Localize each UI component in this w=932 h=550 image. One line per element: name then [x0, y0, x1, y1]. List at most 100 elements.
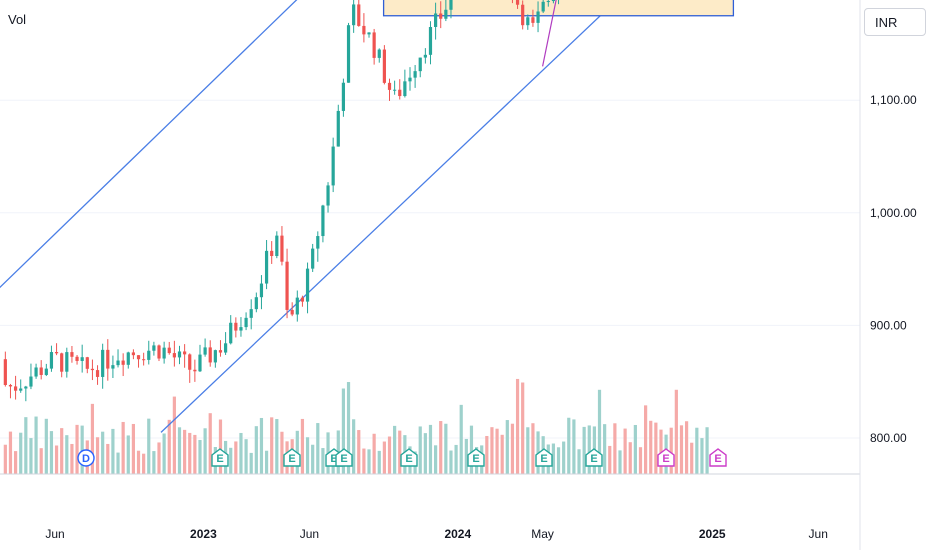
volume-bar	[142, 453, 146, 474]
volume-bar	[60, 428, 64, 474]
volume-bar	[500, 434, 504, 474]
candle-body	[428, 26, 433, 55]
candle-body	[305, 268, 310, 302]
volume-bar	[24, 417, 28, 474]
volume-bar	[352, 419, 356, 474]
volume-bar	[567, 417, 571, 474]
volume-bar	[177, 427, 182, 474]
volume-bar	[188, 432, 192, 474]
currency-selector[interactable]: INR	[864, 8, 926, 36]
candle-body	[147, 350, 151, 360]
volume-bar	[490, 427, 494, 474]
candle-body	[3, 359, 7, 385]
candle-body	[346, 25, 351, 83]
candle-body	[444, 9, 448, 19]
candle-body	[136, 355, 141, 360]
candle-body	[408, 77, 412, 82]
volume-bar	[264, 450, 269, 474]
volume-bar	[428, 424, 433, 474]
volume-bar	[521, 382, 525, 474]
volume-bar	[341, 388, 346, 474]
candle-body	[218, 350, 223, 353]
volume-bar	[469, 425, 474, 474]
candle-body	[290, 309, 294, 315]
volume-bar	[357, 430, 361, 474]
volume-bar	[444, 423, 448, 474]
volume-bar	[203, 428, 207, 474]
volume-bar	[75, 424, 79, 474]
y-tick-label: 900.00	[870, 318, 907, 332]
volume-bar	[39, 448, 43, 474]
candle-body	[439, 13, 443, 19]
volume-bar	[311, 444, 315, 474]
candle-body	[434, 13, 438, 27]
volume-bar	[531, 423, 535, 474]
volume-bar	[280, 431, 284, 474]
candle-body	[377, 49, 381, 58]
chart-grid	[0, 99, 860, 439]
candle-body	[280, 235, 284, 262]
volume-bar	[510, 423, 515, 474]
candle-body	[80, 357, 84, 361]
x-tick-label: 2023	[190, 527, 217, 541]
candle-body	[449, 0, 453, 10]
volume-bar	[275, 419, 279, 474]
volume-bar	[398, 430, 402, 474]
dividend-marker-icon	[77, 449, 95, 467]
candle-body	[85, 357, 89, 369]
candle-body	[126, 352, 130, 365]
candle-body	[531, 17, 535, 23]
candle-body	[111, 365, 115, 369]
volume-bar	[172, 396, 176, 474]
volume-bar	[147, 418, 151, 474]
marker-label: E	[590, 453, 597, 465]
volume-bar	[434, 445, 438, 474]
volume-bar	[423, 433, 427, 474]
channel-upper-line	[0, 0, 298, 289]
volume-label: Vol	[8, 12, 27, 27]
candle-body	[413, 71, 417, 78]
volume-bars	[3, 378, 709, 474]
y-tick-label: 1,000.00	[870, 206, 917, 220]
volume-bar	[587, 425, 591, 474]
candle-body	[13, 386, 18, 391]
volume-bar	[418, 426, 422, 474]
candle-body	[254, 297, 258, 310]
volume-bar	[90, 403, 95, 474]
x-tick-label: May	[531, 527, 554, 541]
volume-bar	[13, 451, 18, 474]
candle-body	[116, 360, 120, 366]
candle-body	[393, 89, 397, 91]
volume-bar	[582, 426, 586, 474]
candle-body	[183, 351, 187, 355]
candlesticks	[3, 0, 560, 402]
candle-body	[24, 386, 28, 389]
candle-body	[34, 367, 38, 377]
volume-bar	[300, 418, 305, 474]
volume-bar	[229, 447, 233, 474]
volume-bar	[659, 429, 663, 474]
volume-bar	[121, 421, 125, 474]
volume-bar	[34, 416, 38, 474]
candle-body	[90, 368, 95, 371]
candle-body	[357, 4, 361, 26]
x-tick-label: Jun	[300, 527, 319, 541]
volume-bar	[19, 432, 23, 474]
drawings	[0, 0, 735, 433]
y-tick-label: 1,100.00	[870, 93, 917, 107]
volume-bar	[65, 435, 69, 474]
candle-body	[387, 82, 392, 90]
volume-bar	[572, 419, 576, 474]
volume-bar	[126, 435, 130, 474]
volume-bar	[654, 422, 658, 474]
candle-body	[382, 49, 386, 83]
volume-bar	[8, 431, 13, 474]
candle-body	[521, 4, 525, 26]
volume-bar	[485, 435, 489, 474]
volume-bar	[618, 450, 622, 474]
candle-body	[362, 25, 366, 35]
candle-body	[526, 17, 530, 26]
candle-body	[54, 352, 59, 354]
marker-label: E	[405, 453, 412, 465]
